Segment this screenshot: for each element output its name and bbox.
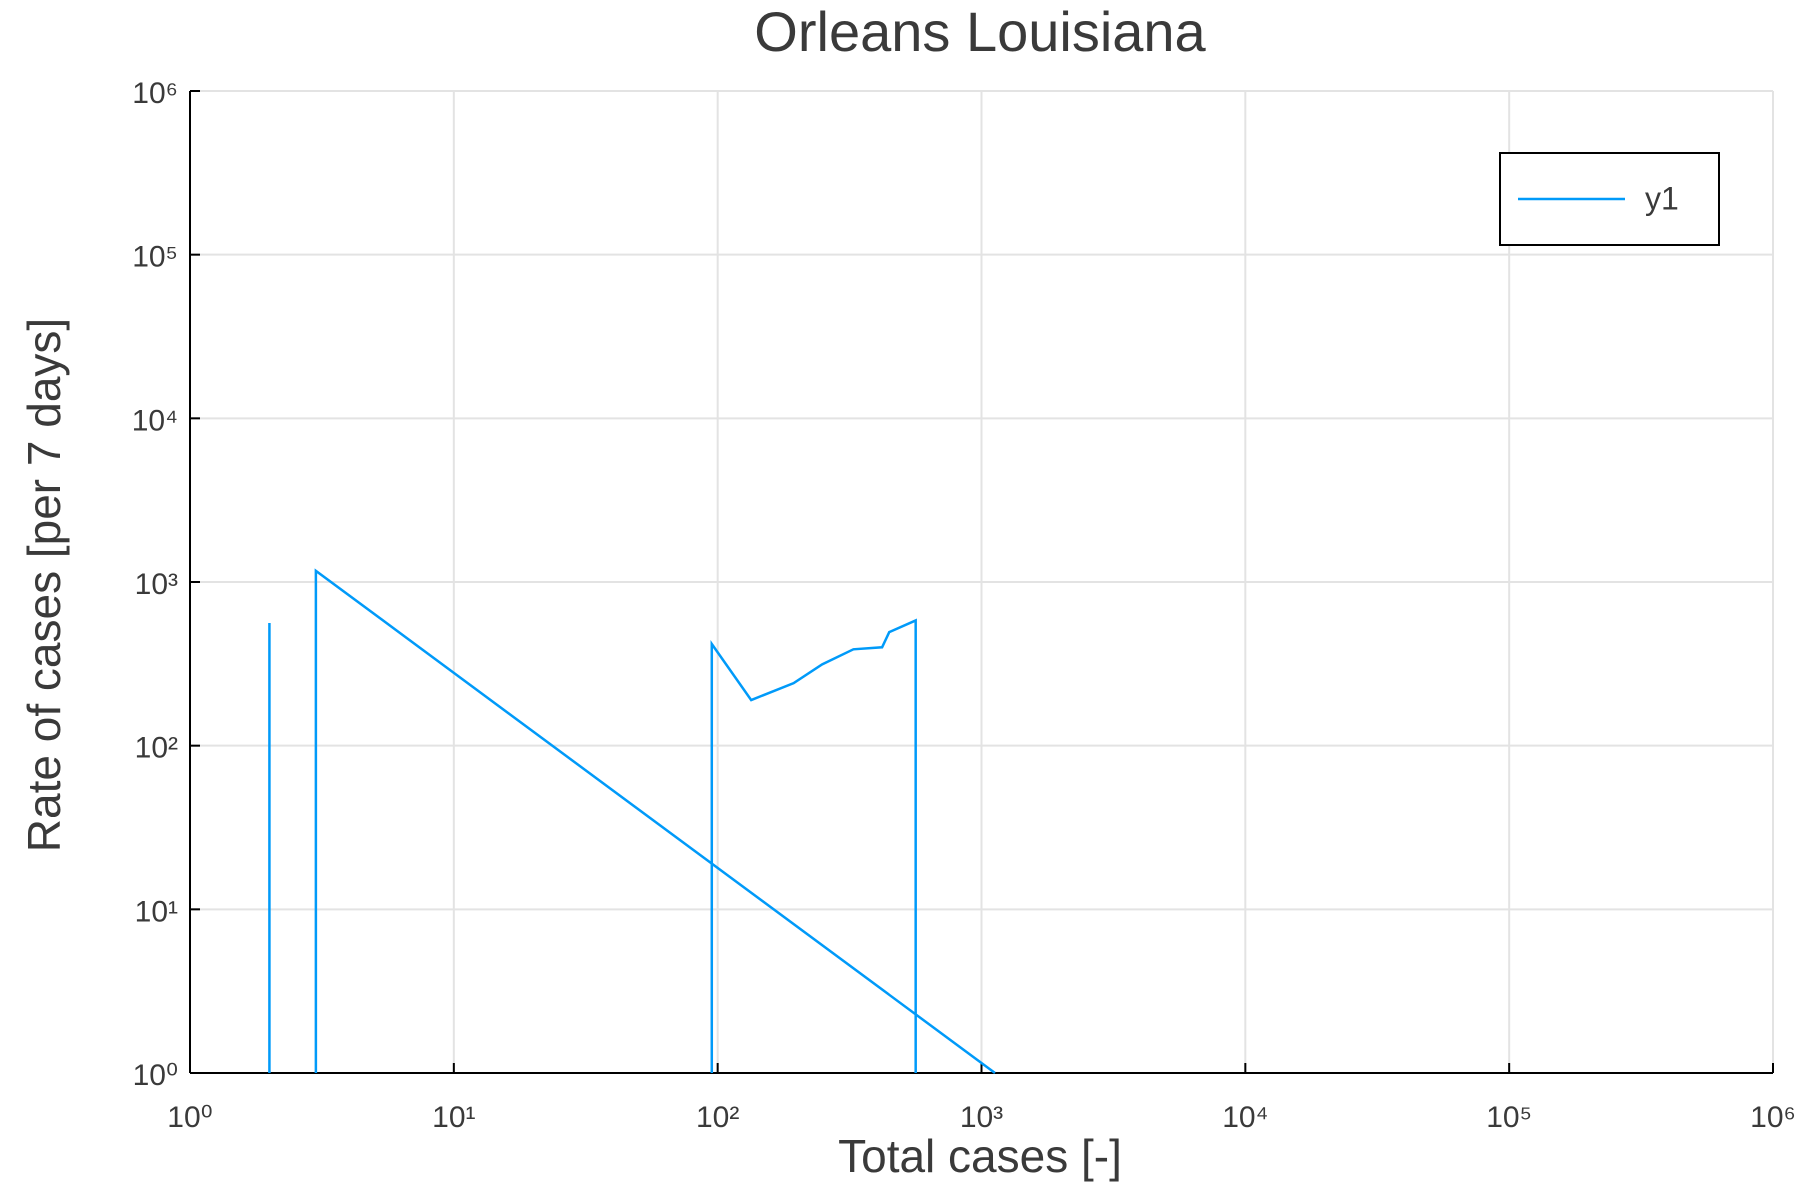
y-tick-label: 10¹ [135,895,178,928]
x-tick-label: 10³ [960,1101,1003,1134]
x-axis-label: Total cases [-] [838,1130,1122,1182]
chart-title: Orleans Louisiana [754,0,1206,63]
x-tick-label: 10² [696,1101,739,1134]
y-tick-label: 10² [135,732,178,765]
x-tick-label: 10¹ [432,1101,475,1134]
y-tick-label: 10⁵ [132,241,178,274]
y-tick-label: 10⁰ [133,1059,178,1092]
x-tick-label: 10⁶ [1750,1101,1796,1134]
x-tick-label: 10⁴ [1222,1101,1268,1134]
y-tick-label: 10⁴ [132,404,178,437]
x-tick-label: 10⁵ [1486,1101,1532,1134]
data-line [268,568,996,1075]
y-tick-label: 10⁶ [132,77,178,110]
x-tick-label: 10⁰ [167,1101,212,1134]
legend-label: y1 [1645,180,1679,216]
y-axis-label: Rate of cases [per 7 days] [18,318,70,852]
y-tick-label: 10³ [135,568,178,601]
